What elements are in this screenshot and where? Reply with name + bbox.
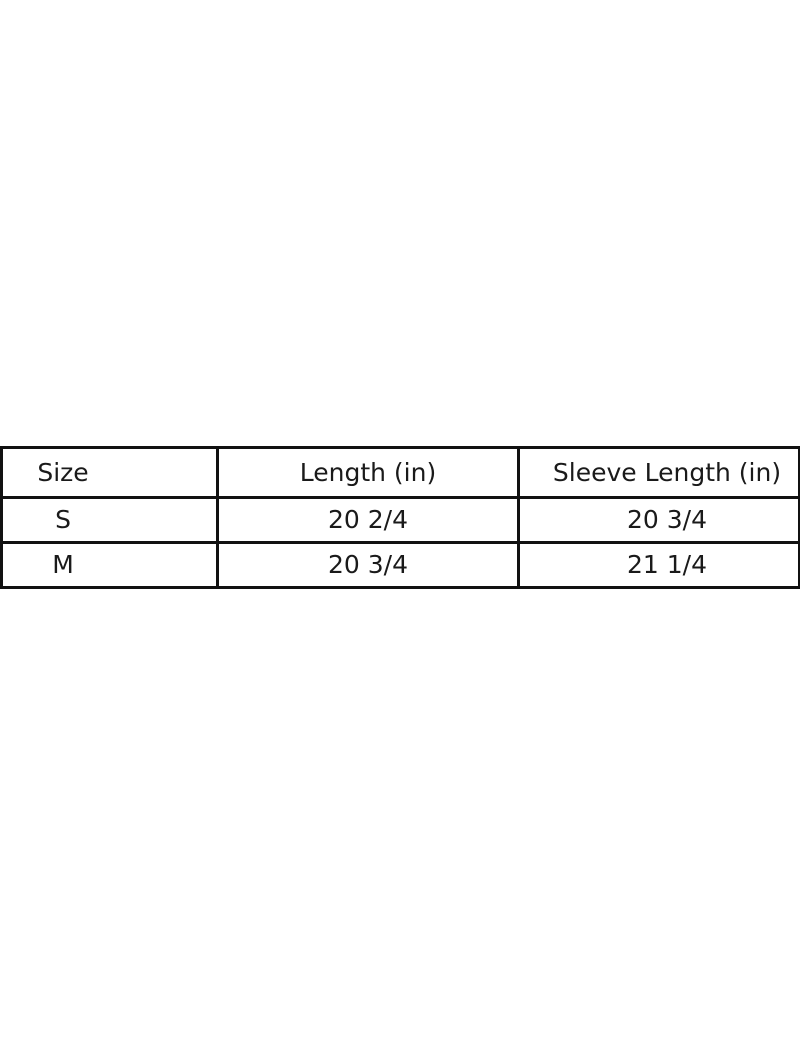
table-row-size-m: M 20 3/4 21 1/4	[0, 541, 800, 589]
cell-size-m: M	[0, 541, 219, 589]
cell-length-m: 20 3/4	[216, 541, 520, 589]
cell-size-s: S	[0, 496, 219, 544]
table-header-row: Size Length (in) Sleeve Length (in)	[0, 446, 800, 499]
column-header-size: Size	[0, 446, 219, 499]
table-row-size-s: S 20 2/4 20 3/4	[0, 496, 800, 544]
column-header-sleeve-length: Sleeve Length (in)	[517, 446, 800, 499]
size-chart-table: Size Length (in) Sleeve Length (in) S 20…	[0, 446, 800, 589]
cell-sleeve-length-s: 20 3/4	[517, 496, 800, 544]
cell-length-s: 20 2/4	[216, 496, 520, 544]
column-header-length: Length (in)	[216, 446, 520, 499]
size-chart-body: S 20 2/4 20 3/4 M 20 3/4 21 1/4	[0, 496, 800, 589]
cell-sleeve-length-m: 21 1/4	[517, 541, 800, 589]
size-chart-header-row: Size Length (in) Sleeve Length (in)	[0, 446, 800, 499]
